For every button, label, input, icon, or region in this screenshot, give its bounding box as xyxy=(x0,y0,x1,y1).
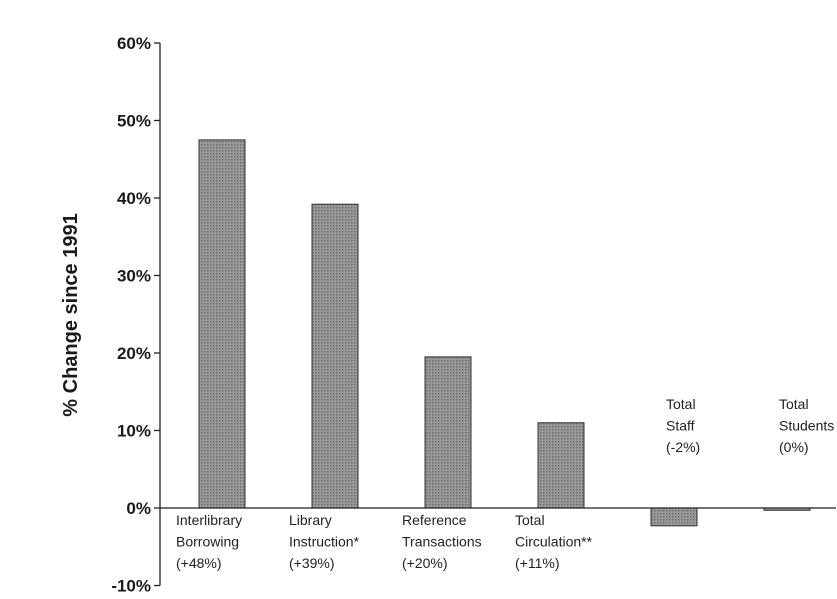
category-label: (+11%) xyxy=(515,555,559,571)
category-label: (+39%) xyxy=(289,555,335,571)
bar xyxy=(198,139,246,509)
bar xyxy=(650,507,698,527)
bar xyxy=(424,356,472,509)
category-label: Total xyxy=(515,512,545,528)
y-tick-label: 10% xyxy=(117,422,151,441)
category-label: Total xyxy=(666,396,696,412)
category-label: Interlibrary xyxy=(176,512,242,528)
category-label: (+48%) xyxy=(176,555,222,571)
labels-layer: Interlibrary Borrowing (+48%) Library Instru… xyxy=(176,396,834,571)
category-label: Students xyxy=(779,418,834,434)
category-label: (0%) xyxy=(779,439,809,455)
category-label: Library xyxy=(289,512,332,528)
category-label: Transactions xyxy=(402,534,482,550)
bar xyxy=(537,422,585,509)
y-tick-label: 0% xyxy=(126,499,151,518)
y-tick-label: 20% xyxy=(117,344,151,363)
category-label: (+20%) xyxy=(402,555,448,571)
category-label: Total xyxy=(779,396,809,412)
y-tick-label: 50% xyxy=(117,112,151,131)
y-tick-label: -10% xyxy=(111,577,151,596)
bar xyxy=(311,203,359,509)
category-label: Instruction* xyxy=(289,534,360,550)
y-tick-label: 60% xyxy=(117,34,151,53)
bars-layer xyxy=(198,139,811,527)
y-axis-title: % Change since 1991 xyxy=(60,213,82,416)
category-label: Reference xyxy=(402,512,467,528)
axis-layer: -10% 0% 10% 20% 30% 40% 50% 60% xyxy=(111,34,836,596)
category-label: Borrowing xyxy=(176,534,239,550)
category-label: (-2%) xyxy=(666,439,700,455)
category-label: Staff xyxy=(666,418,695,434)
y-tick-label: 30% xyxy=(117,267,151,286)
category-label: Circulation** xyxy=(515,534,593,550)
y-tick-label: 40% xyxy=(117,189,151,208)
